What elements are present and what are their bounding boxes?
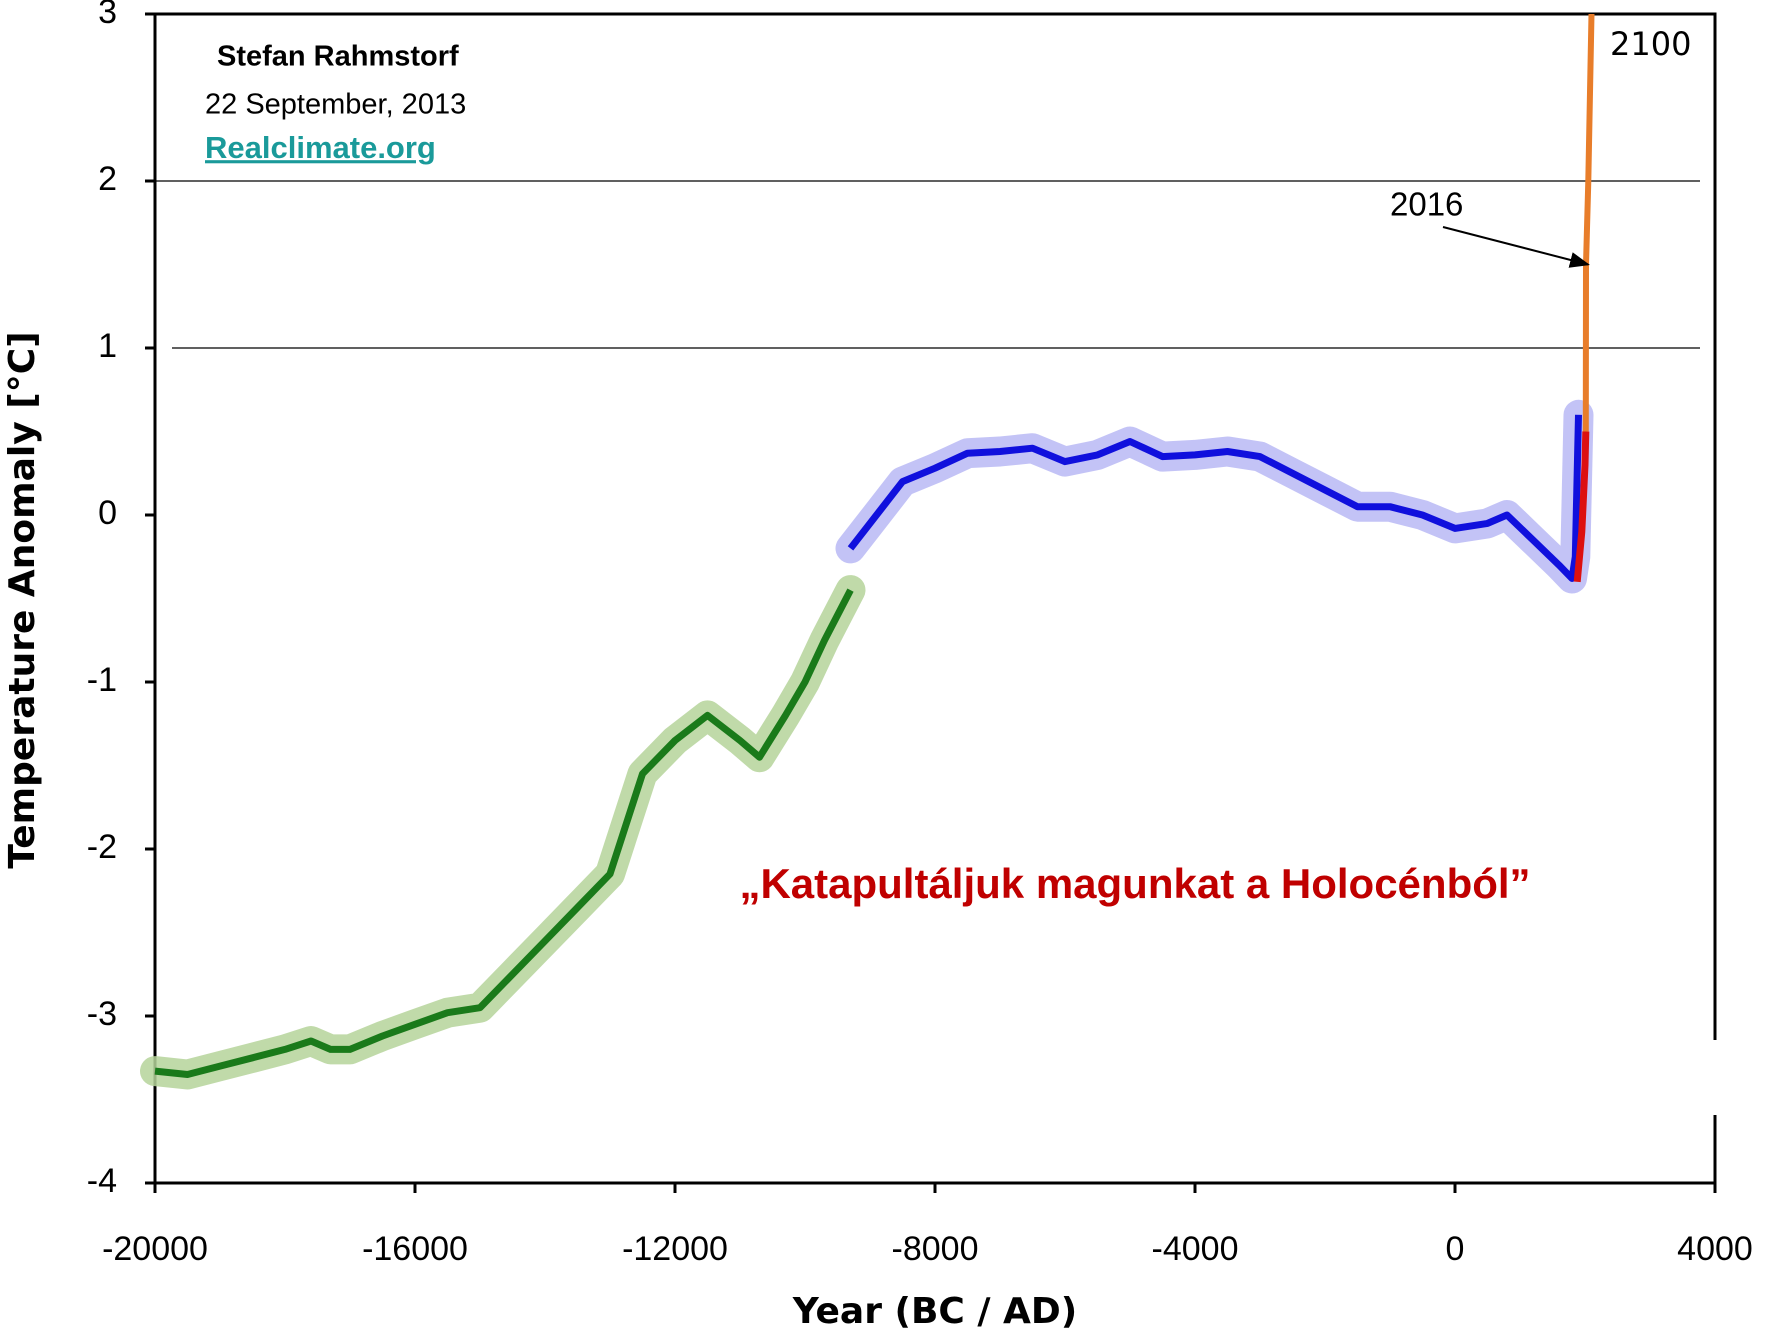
- series-line: [847, 414, 1582, 582]
- y-axis-label: Temperature Anomaly [°C]: [2, 331, 43, 868]
- series-line: [154, 588, 854, 1078]
- x-tick-label: -4000: [1152, 1230, 1239, 1268]
- label-2016: 2016: [1390, 186, 1463, 223]
- y-tick-label: -4: [87, 1162, 117, 1200]
- annotation-arrow: [1442, 226, 1590, 268]
- uncertainty-band: [835, 399, 1594, 594]
- y-tick-label: 3: [98, 0, 117, 31]
- x-tick-label: -20000: [102, 1230, 208, 1268]
- frame-gap: [1711, 1040, 1719, 1115]
- series-line: [1582, 13, 1595, 432]
- source-link[interactable]: Realclimate.org: [205, 130, 436, 165]
- x-tick-label: 4000: [1677, 1230, 1753, 1268]
- y-tick-label: 2: [98, 160, 117, 198]
- y-tick-label: -3: [87, 995, 117, 1033]
- x-tick-label: -16000: [362, 1230, 468, 1268]
- x-tick-label: 0: [1446, 1230, 1465, 1268]
- label-2100: 2100: [1610, 25, 1691, 63]
- x-tick-label: -8000: [892, 1230, 979, 1268]
- uncertainty-band: [140, 575, 866, 1090]
- y-tick-label: 0: [98, 494, 117, 532]
- series-line: [1573, 431, 1590, 583]
- caption: „Katapultáljuk magunkat a Holocénból”: [739, 860, 1530, 907]
- x-tick-label: -12000: [622, 1230, 728, 1268]
- y-tick-label: 1: [98, 327, 117, 365]
- y-tick-label: -1: [87, 661, 117, 699]
- date: 22 September, 2013: [205, 89, 466, 121]
- y-tick-label: -2: [87, 828, 117, 866]
- author: Stefan Rahmstorf: [217, 41, 459, 73]
- x-axis-label: Year (BC / AD): [792, 1291, 1077, 1332]
- plot-frame: [155, 12, 1717, 1183]
